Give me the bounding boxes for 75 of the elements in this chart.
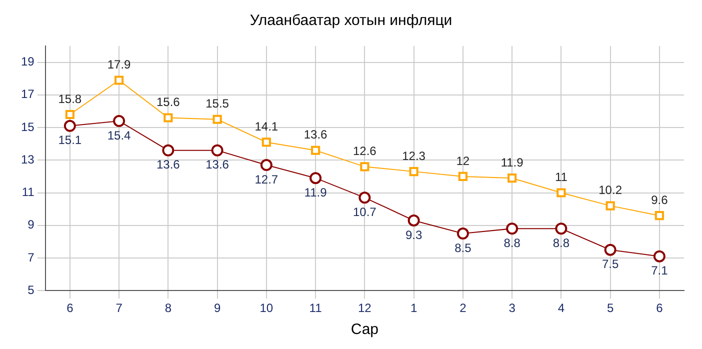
point <box>408 214 420 226</box>
point <box>456 228 469 240</box>
point <box>506 222 518 235</box>
x-tick-label: 10 <box>260 301 274 316</box>
data-label: 7.1 <box>651 264 668 278</box>
data-label: 12.7 <box>254 172 278 186</box>
y-tick-label: 5 <box>28 282 35 297</box>
y-tick-label: 9 <box>28 218 35 232</box>
point <box>654 211 664 220</box>
point <box>65 110 74 120</box>
point <box>358 192 371 204</box>
data-label: 15.4 <box>107 128 132 142</box>
x-tick-label: 11 <box>309 301 322 316</box>
data-label: 13.6 <box>156 158 180 172</box>
point <box>162 144 174 156</box>
data-label: 9.3 <box>405 228 422 242</box>
x-tick-label: 4 <box>558 301 565 316</box>
y-tick-label: 7 <box>28 250 35 264</box>
data-label: 17.9 <box>107 58 132 72</box>
point <box>311 146 320 155</box>
x-tick-label: 12 <box>358 301 372 316</box>
x-tick-label: 7 <box>116 301 123 316</box>
data-label: 15.8 <box>58 92 82 106</box>
data-label: 15.5 <box>206 96 230 111</box>
point <box>606 201 615 210</box>
data-label: 15.6 <box>156 95 180 110</box>
x-tick-label: 9 <box>214 301 221 316</box>
y-tick-label: 17 <box>20 87 35 102</box>
point <box>360 162 370 172</box>
x-tick-label: 1 <box>410 301 418 316</box>
point <box>604 244 616 256</box>
point <box>114 76 124 85</box>
x-tick-label: 3 <box>508 301 516 316</box>
x-tick-label: 6 <box>656 301 664 316</box>
point <box>508 174 517 183</box>
x-tick-label: 5 <box>606 301 614 316</box>
data-label: 12.3 <box>402 148 426 163</box>
data-label: 11.9 <box>500 155 524 170</box>
x-tick-label: 8 <box>164 301 172 316</box>
point <box>260 159 272 172</box>
y-tick-label: 15 <box>20 120 35 134</box>
point <box>262 138 271 147</box>
data-label: 7.5 <box>602 257 619 272</box>
data-label: 10.7 <box>352 204 377 219</box>
point <box>555 222 568 235</box>
data-label: 11.9 <box>304 185 328 200</box>
data-label: 8.5 <box>454 240 472 255</box>
data-label: 8.8 <box>504 236 521 250</box>
chart-title: Улаанбаатар хотын инфляци <box>250 12 452 30</box>
point <box>310 172 322 184</box>
data-label: 14.1 <box>254 120 278 134</box>
data-label: 8.8 <box>552 236 570 250</box>
data-label: 11 <box>554 170 568 184</box>
point <box>653 250 666 262</box>
y-tick-label: 19 <box>20 54 35 69</box>
data-label: 15.1 <box>58 133 82 148</box>
data-label: 12 <box>456 154 470 168</box>
point <box>409 167 418 176</box>
y-tick-label: 11 <box>22 185 35 200</box>
y-tick-label: 13 <box>20 152 35 166</box>
x-axis-title: Сар <box>350 321 379 338</box>
data-label: 9.6 <box>651 192 668 207</box>
x-tick-label: 2 <box>460 301 467 316</box>
point <box>458 172 468 181</box>
point <box>113 115 126 128</box>
data-label: 10.2 <box>598 183 622 198</box>
data-label: 12.6 <box>352 144 377 158</box>
point <box>211 144 224 156</box>
point <box>164 113 173 122</box>
point <box>556 188 566 198</box>
point <box>212 114 222 124</box>
data-label: 13.6 <box>304 128 328 142</box>
x-tick-label: 6 <box>66 301 74 316</box>
data-label: 13.6 <box>206 158 230 172</box>
point <box>64 120 76 132</box>
